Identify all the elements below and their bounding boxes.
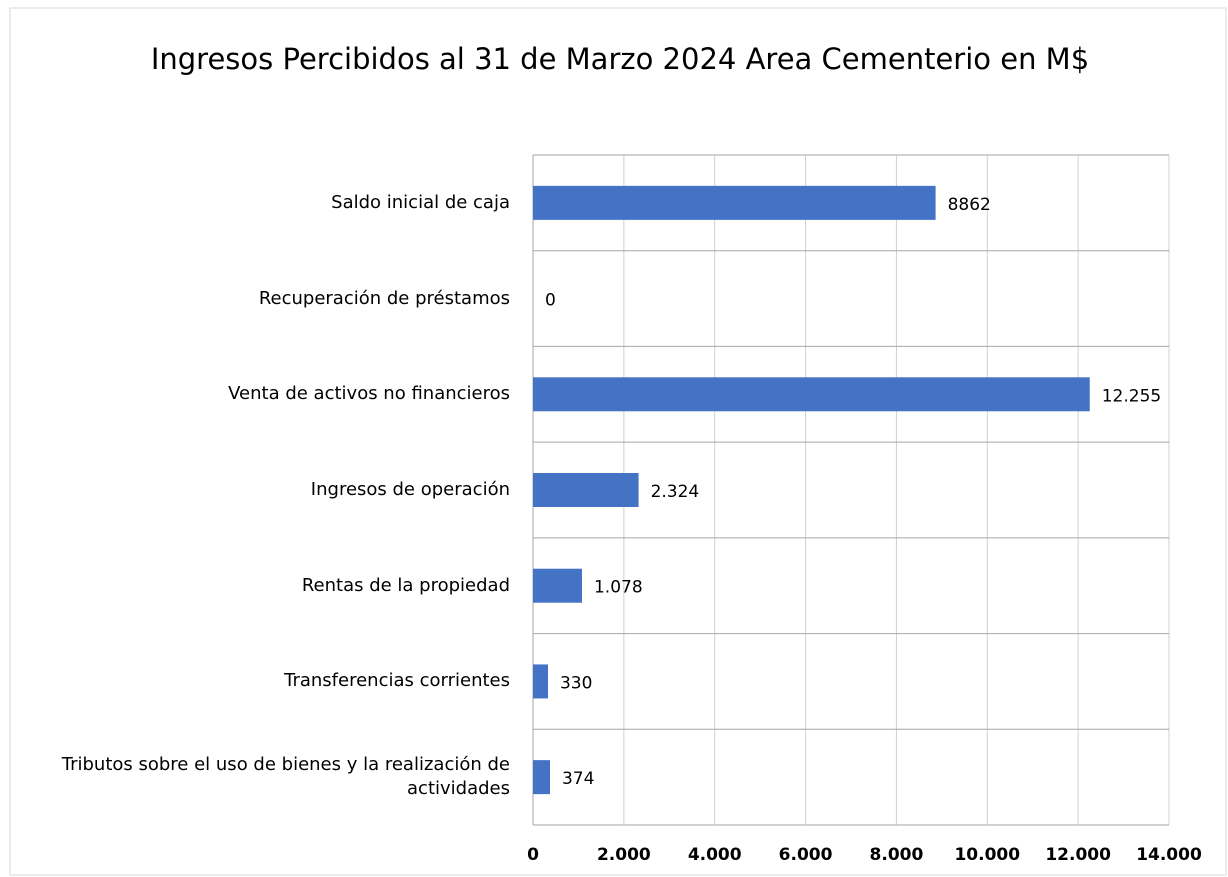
value-label: 330 <box>560 673 592 693</box>
value-label: 374 <box>562 769 594 789</box>
value-label: 12.255 <box>1102 386 1161 406</box>
x-tick-label: 6.000 <box>779 845 833 865</box>
x-tick-label: 8.000 <box>870 845 924 865</box>
value-label: 0 <box>545 291 556 311</box>
x-tick-label: 2.000 <box>597 845 651 865</box>
bar <box>533 760 550 795</box>
x-tick-label: 14.000 <box>1136 845 1202 865</box>
bar <box>533 377 1090 412</box>
value-label: 1.078 <box>594 578 643 598</box>
y-tick-label: Rentas de la propiedad <box>301 574 510 596</box>
y-tick-label: Venta de activos no financieros <box>228 383 510 405</box>
chart-title: Ingresos Percibidos al 31 de Marzo 2024 … <box>150 42 1090 76</box>
y-tick-label: Saldo inicial de caja <box>331 191 510 213</box>
y-tick-label: Transferencias corrientes <box>284 670 510 692</box>
bar <box>533 568 582 603</box>
y-tick-label: Ingresos de operación <box>310 479 510 500</box>
chart-border <box>9 7 1227 876</box>
value-label: 2.324 <box>651 482 700 502</box>
bar <box>533 185 936 220</box>
x-tick-label: 12.000 <box>1045 845 1111 865</box>
value-label: 8862 <box>948 195 991 215</box>
bar <box>533 664 548 699</box>
x-tick-label: 10.000 <box>954 845 1020 865</box>
y-tick-label: Recuperación de préstamos <box>258 287 510 309</box>
y-tick-label: Tributos sobre el uso de bienes y la rea… <box>61 754 510 800</box>
x-tick-label: 4.000 <box>688 845 742 865</box>
bar <box>533 473 639 507</box>
x-tick-label: 0 <box>527 845 539 865</box>
